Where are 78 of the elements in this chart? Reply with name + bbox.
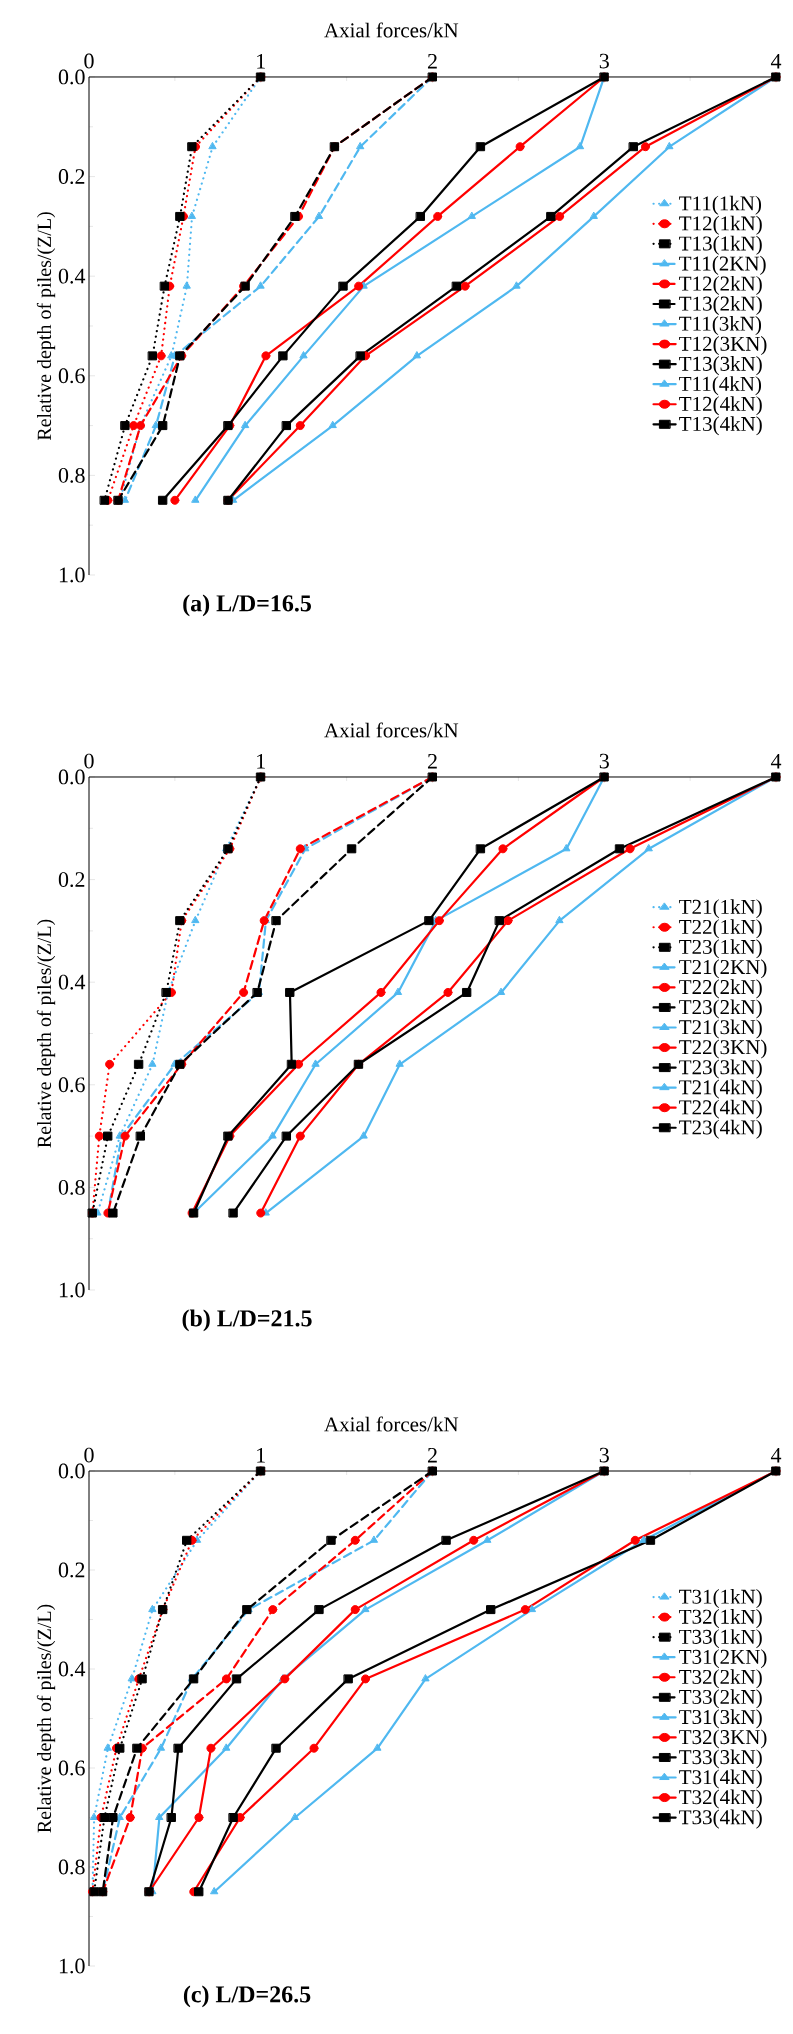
x-tick-label: 0 xyxy=(84,53,94,69)
legend-label: T21(1kN) xyxy=(679,899,762,919)
legend-label: T12(3KN) xyxy=(679,336,767,356)
legend-label: T22(4kN) xyxy=(679,1099,762,1119)
legend-label: T11(2KN) xyxy=(679,255,766,275)
legend-label: T11(1kN) xyxy=(679,195,762,215)
legend-label: T21(3kN) xyxy=(679,1019,762,1039)
x-tick-label: 1 xyxy=(257,753,265,769)
x-tick-label: 2 xyxy=(427,753,437,769)
legend-label: T22(1kN) xyxy=(679,919,762,939)
legend-label: T33(4kN) xyxy=(679,1809,762,1829)
y-tick-label: 1.0 xyxy=(59,567,85,583)
legend-label: T12(2kN) xyxy=(679,275,762,295)
x-tick-label: 1 xyxy=(257,53,265,69)
y-tick-label: 0.2 xyxy=(58,1562,85,1578)
legend-label: T23(1kN) xyxy=(679,939,762,959)
legend-label: T32(2kN) xyxy=(679,1669,762,1689)
legend-label: T21(4kN) xyxy=(679,1079,762,1099)
y-tick-label: 0.8 xyxy=(58,1859,85,1875)
y-tick-label: 0.8 xyxy=(58,1179,85,1195)
y-axis-title: Relative depth of piles/(Z/L) xyxy=(36,919,56,1148)
legend-label: T11(3kN) xyxy=(679,316,762,336)
x-tick-label: 4 xyxy=(770,753,782,769)
x-tick-label: 3 xyxy=(599,53,609,69)
legend-label: T13(2kN) xyxy=(679,295,762,315)
legend-label: T13(3kN) xyxy=(679,356,762,376)
y-tick-label: 0.2 xyxy=(58,169,85,185)
x-tick-label: 0 xyxy=(84,753,94,769)
legend-label: T33(1kN) xyxy=(679,1629,762,1649)
legend-label: T32(4kN) xyxy=(679,1789,762,1809)
y-tick-label: 0.4 xyxy=(58,268,86,284)
y-axis-title: Relative depth of piles/(Z/L) xyxy=(36,212,56,441)
x-tick-label: 3 xyxy=(599,753,609,769)
y-tick-label: 0.0 xyxy=(58,69,85,85)
y-tick-label: 0.4 xyxy=(58,974,86,990)
legend-label: T31(3kN) xyxy=(679,1709,762,1729)
x-axis-title: Axial forces/kN xyxy=(324,1416,459,1432)
text: (c) L/D=26.5 xyxy=(183,1985,311,2008)
legend-label: T12(4kN) xyxy=(679,396,762,416)
legend-label: T33(3kN) xyxy=(679,1749,762,1769)
y-tick-label: 0.0 xyxy=(58,769,85,785)
legend-label: T11(4kN) xyxy=(679,376,762,396)
x-tick-label: 4 xyxy=(770,1448,782,1463)
y-tick-label: 0.2 xyxy=(58,872,85,888)
legend-label: T32(3KN) xyxy=(679,1729,767,1749)
y-tick-label: 0.4 xyxy=(58,1661,86,1677)
legend-label: T31(4kN) xyxy=(679,1769,762,1789)
text: (b) L/D=21.5 xyxy=(182,1309,312,1332)
y-tick-label: 0.6 xyxy=(58,1760,85,1776)
x-tick-label: 0 xyxy=(84,1447,94,1463)
y-axis-title: Relative depth of piles/(Z/L) xyxy=(36,1604,56,1833)
x-axis-title: Axial forces/kN xyxy=(324,22,459,38)
x-tick-label: 2 xyxy=(427,53,437,69)
legend-label: T31(1kN) xyxy=(679,1589,762,1609)
legend-label: T22(3KN) xyxy=(679,1039,767,1059)
legend-label: T13(4kN) xyxy=(679,416,762,436)
y-tick-label: 0.6 xyxy=(58,1077,85,1093)
legend-label: T23(4kN) xyxy=(679,1119,762,1139)
x-tick-label: 1 xyxy=(257,1447,265,1463)
legend-label: T22(2kN) xyxy=(679,979,762,999)
y-tick-label: 1.0 xyxy=(59,1958,85,1974)
text: (a) L/D=16.5 xyxy=(183,594,311,617)
x-tick-label: 3 xyxy=(599,1447,609,1463)
legend-label: T21(2KN) xyxy=(679,959,767,979)
x-tick-label: 4 xyxy=(770,53,782,69)
y-tick-label: 0.6 xyxy=(58,368,85,384)
legend-label: T33(2kN) xyxy=(679,1689,762,1709)
legend-label: T32(1kN) xyxy=(679,1609,762,1629)
legend-label: T31(2KN) xyxy=(679,1649,767,1669)
y-tick-label: 0.8 xyxy=(58,467,85,483)
y-tick-label: 0.0 xyxy=(58,1463,85,1479)
y-tick-label: 1.0 xyxy=(59,1282,85,1298)
legend-label: T12(1kN) xyxy=(679,215,762,235)
legend-label: T23(3kN) xyxy=(679,1059,762,1079)
x-axis-title: Axial forces/kN xyxy=(324,722,459,738)
x-tick-label: 2 xyxy=(427,1447,437,1463)
legend-label: T23(2kN) xyxy=(679,999,762,1019)
legend-label: T13(1kN) xyxy=(679,235,762,255)
